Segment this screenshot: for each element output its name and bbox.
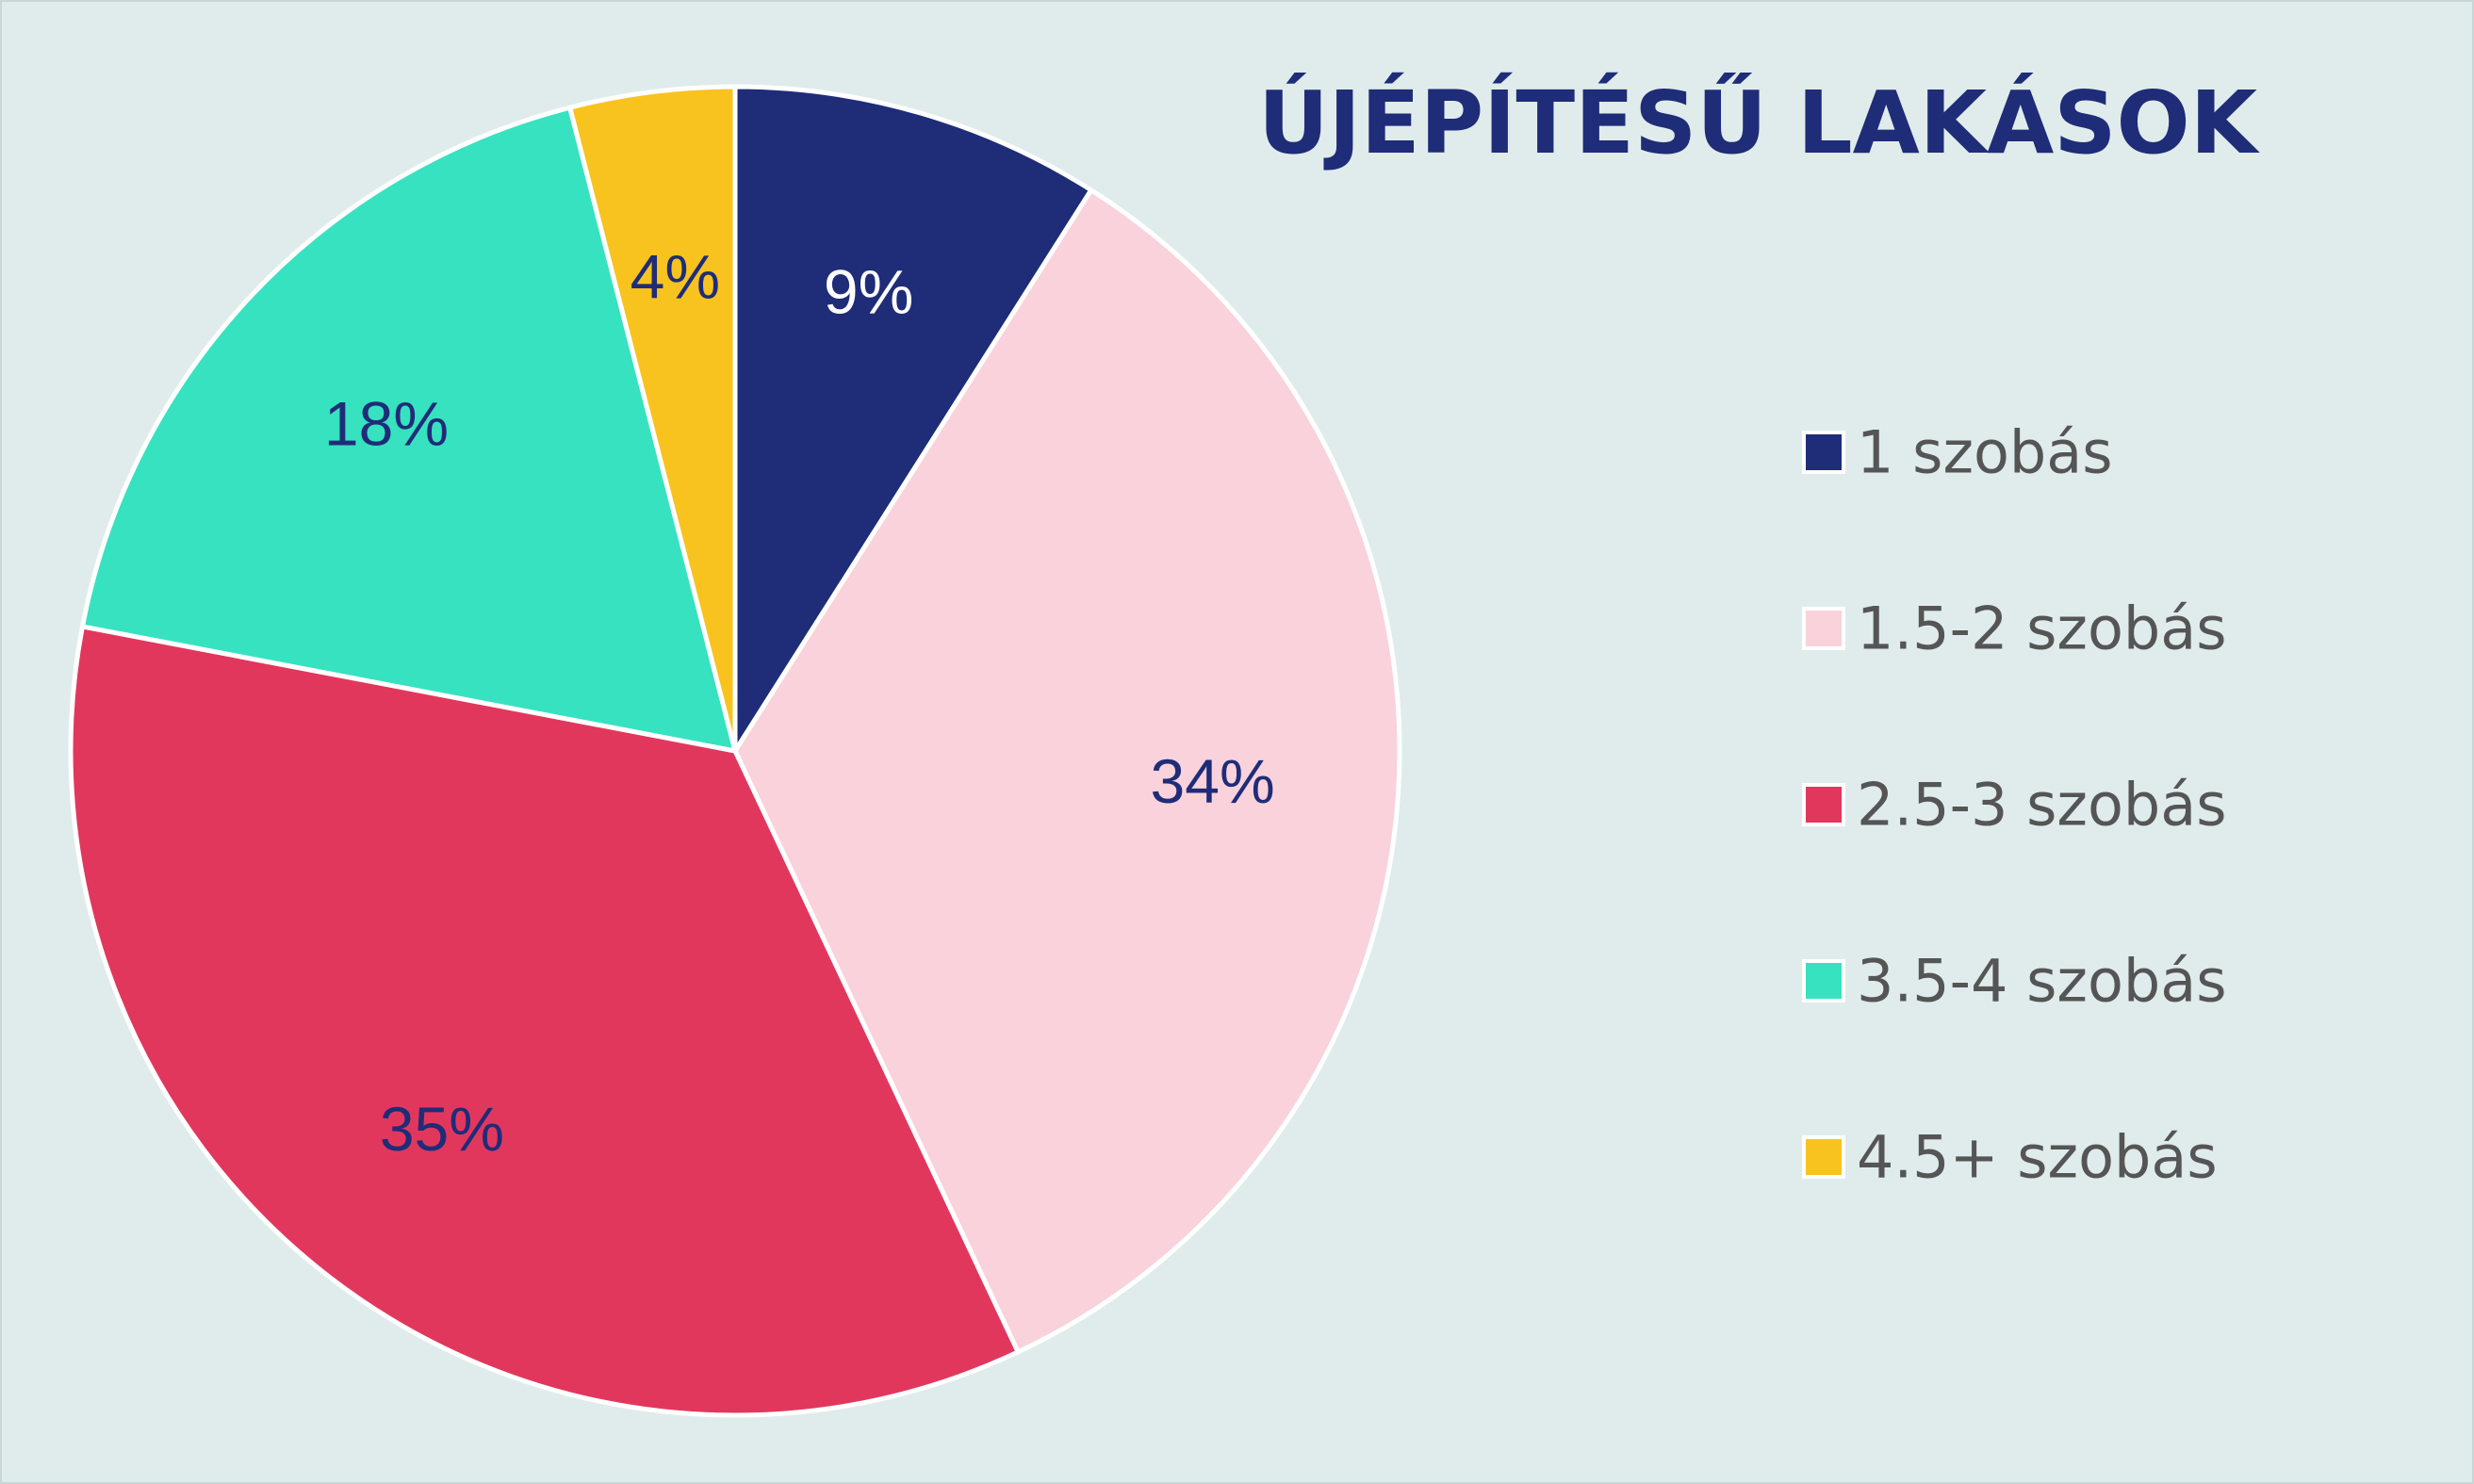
data-label-1-szob-s: 9% bbox=[824, 257, 913, 327]
data-label-1-5-2-szob-s: 34% bbox=[1151, 746, 1275, 816]
legend-item-3-5-4-szob-s: 3.5-4 szobás bbox=[1802, 947, 2227, 1016]
legend-item-1-szob-s: 1 szobás bbox=[1802, 418, 2113, 487]
pie-slice-2-5-3-szob-s bbox=[68, 624, 1021, 1418]
data-label-4-5-szob-s: 4% bbox=[631, 241, 720, 311]
legend-item-4-5-szob-s: 4.5+ szobás bbox=[1802, 1123, 2218, 1192]
legend-item-2-5-3-szob-s: 2.5-3 szobás bbox=[1802, 771, 2227, 840]
legend: 1 szobás 1.5-2 szobás 2.5-3 szobás 3.5-4 sz… bbox=[1802, 418, 2227, 1192]
legend-swatch bbox=[1802, 959, 1845, 1003]
data-label-2-5-3-szob-s: 35% bbox=[380, 1094, 504, 1164]
legend-swatch bbox=[1802, 431, 1845, 474]
pie-slice-3-5-4-szob-s bbox=[79, 105, 738, 754]
pie-slice-1-5-2-szob-s bbox=[732, 188, 1402, 1355]
chart-title: ÚJÉPÍTÉSŰ LAKÁSOK bbox=[1258, 71, 2261, 173]
legend-label: 1.5-2 szobás bbox=[1857, 595, 2227, 663]
pie-slice-4-5-szob-s bbox=[567, 84, 738, 754]
legend-label: 1 szobás bbox=[1857, 418, 2113, 487]
legend-label: 4.5+ szobás bbox=[1857, 1123, 2218, 1192]
legend-label: 3.5-4 szobás bbox=[1857, 947, 2227, 1016]
legend-swatch bbox=[1802, 1135, 1845, 1179]
legend-item-1-5-2-szob-s: 1.5-2 szobás bbox=[1802, 595, 2227, 663]
data-label-3-5-4-szob-s: 18% bbox=[324, 389, 449, 459]
pie-slices bbox=[68, 84, 1402, 1418]
legend-swatch bbox=[1802, 607, 1845, 650]
legend-swatch bbox=[1802, 783, 1845, 826]
pie-slice-1-szob-s bbox=[732, 84, 1094, 754]
legend-label: 2.5-3 szobás bbox=[1857, 771, 2227, 840]
data-labels: 9% 34% 35% 18% 4% bbox=[324, 241, 1275, 1164]
